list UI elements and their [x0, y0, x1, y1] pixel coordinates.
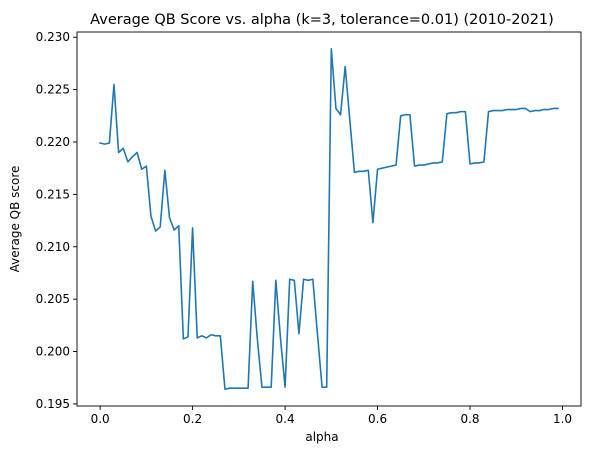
x-tick-label: 0.6 [368, 412, 387, 426]
y-tick-label: 0.210 [36, 240, 70, 254]
series-line [99, 47, 559, 391]
x-tick-label: 0.4 [276, 412, 295, 426]
axes: 0.0 0.2 0.4 0.6 0.8 1.0 0.195 0.200 0.205 0.210 0.… [36, 30, 582, 426]
y-tick-label: 0.195 [36, 397, 70, 411]
y-axis-title: Average QB score [8, 166, 22, 273]
x-tick-label: 1.0 [553, 412, 572, 426]
y-tick-label: 0.200 [36, 345, 70, 359]
x-tick-label: 0.0 [91, 412, 110, 426]
y-tick-label: 0.230 [36, 30, 70, 44]
y-tick-label: 0.215 [36, 187, 70, 201]
plot-area [99, 47, 559, 391]
x-axis-title: alpha [305, 430, 338, 444]
chart-title: Average QB Score vs. alpha (k=3, toleran… [90, 12, 554, 28]
y-tick-label: 0.220 [36, 135, 70, 149]
plot-frame [76, 31, 582, 407]
x-tick-label: 0.8 [460, 412, 479, 426]
x-tick-label: 0.2 [183, 412, 202, 426]
y-tick-label: 0.205 [36, 292, 70, 306]
y-tick-label: 0.225 [36, 83, 70, 97]
